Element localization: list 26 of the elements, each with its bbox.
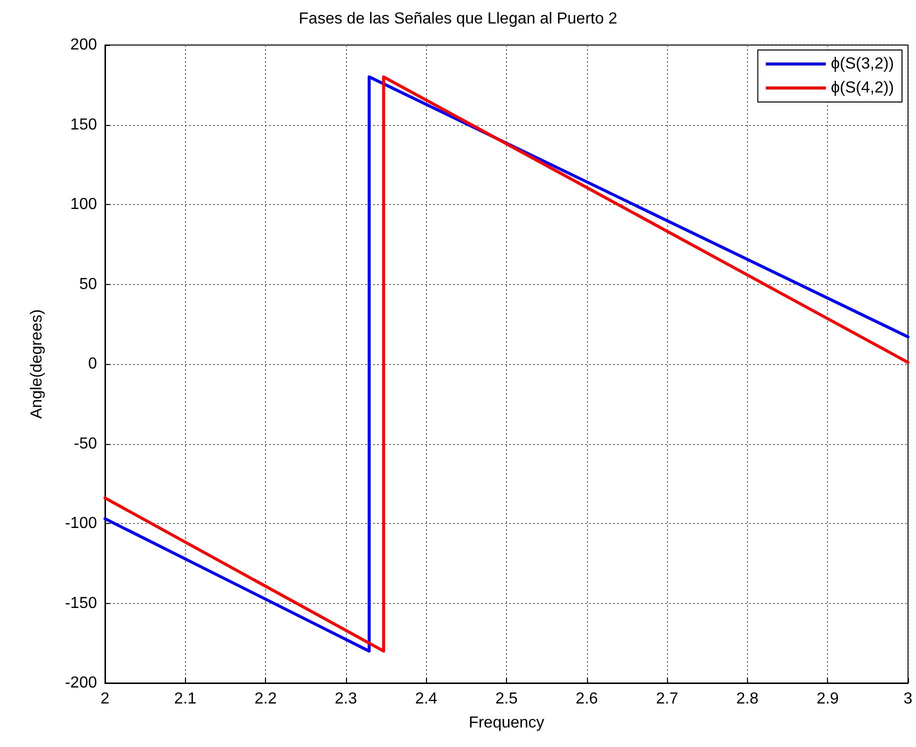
x-tick-label: 2.6 xyxy=(576,690,598,708)
y-axis-title: Angle(degrees) xyxy=(28,309,46,419)
x-tick-label: 2.3 xyxy=(334,690,358,708)
y-tick-label: 50 xyxy=(79,276,98,293)
y-tick-label: -50 xyxy=(74,435,98,452)
x-tick-label: 2.7 xyxy=(656,690,678,708)
x-tick-label: 2 xyxy=(100,690,110,708)
y-tick-label: -100 xyxy=(64,515,98,532)
x-tick-label: 2.8 xyxy=(736,690,759,708)
x-tick-label: 2.4 xyxy=(415,690,438,708)
y-tick-label: -200 xyxy=(64,674,98,692)
x-tick-label: 3 xyxy=(904,690,913,708)
y-tick-label: -150 xyxy=(64,594,98,612)
y-tick-label: 200 xyxy=(70,36,98,54)
x-axis-title: Frequency xyxy=(468,714,544,732)
x-tick-label: 2.1 xyxy=(174,690,197,708)
legend-label: ϕ(S(4,2)) xyxy=(830,80,894,96)
chart-title: Fases de las Señales que Llegan al Puerto 2 xyxy=(298,10,618,28)
y-tick-label: 0 xyxy=(88,356,98,372)
x-tick-label: 2.9 xyxy=(816,690,839,708)
line-series xyxy=(104,75,910,653)
legend-label: ϕ(S(3,2)) xyxy=(830,56,894,72)
x-tick-label: 2.5 xyxy=(495,690,518,708)
y-tick-label: 150 xyxy=(70,116,98,134)
y-tick-label: 100 xyxy=(70,196,98,213)
x-tick-label: 2.2 xyxy=(254,690,277,708)
